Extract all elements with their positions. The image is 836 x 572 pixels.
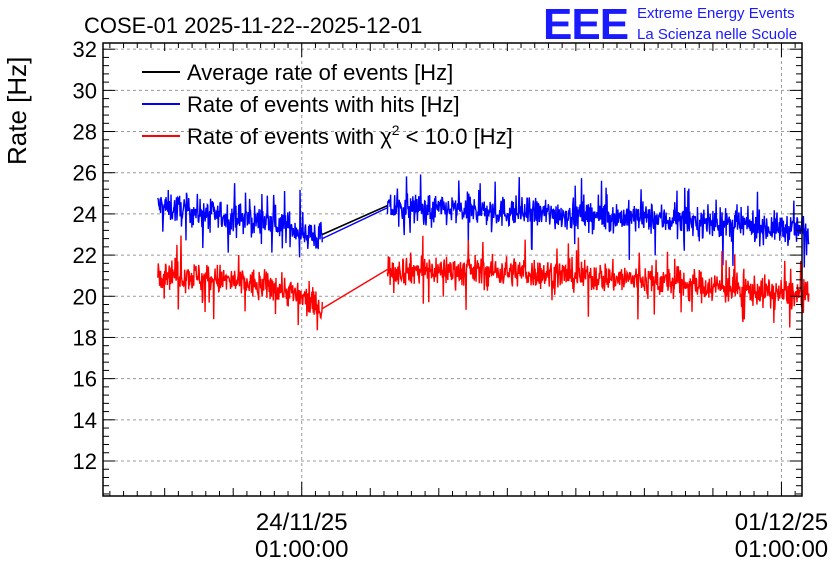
eee-logo-line1: Extreme Energy Events — [637, 5, 795, 22]
series-0 — [321, 204, 388, 236]
series-line-segment — [157, 235, 323, 331]
legend-label: Rate of events with χ2 < 10.0 [Hz] — [187, 122, 513, 149]
series-line-segment — [386, 174, 810, 268]
x-tick-time-label: 01:00:00 — [255, 536, 348, 563]
y-tick-label: 18 — [73, 325, 97, 350]
x-tick-time-label: 01:00:00 — [735, 536, 828, 563]
legend-label: Rate of events with hits [Hz] — [187, 92, 460, 117]
y-tick-label: 24 — [73, 202, 97, 227]
eee-logo-line2: La Scienza nelle Scuole — [637, 26, 797, 43]
series-1 — [157, 174, 810, 268]
y-tick-label: 22 — [73, 243, 97, 268]
gap-connector — [321, 207, 388, 240]
series-line-segment — [386, 235, 810, 328]
y-tick-label: 32 — [73, 37, 97, 62]
series-2 — [157, 235, 810, 331]
y-tick-label: 16 — [73, 367, 97, 392]
x-tick-date-label: 24/11/25 — [256, 509, 348, 536]
y-tick-label: 20 — [73, 284, 97, 309]
y-tick-label: 26 — [73, 161, 97, 186]
y-tick-label: 28 — [73, 120, 97, 145]
x-tick-date-label: 01/12/25 — [735, 509, 828, 536]
legend-label: Average rate of events [Hz] — [187, 60, 453, 85]
eee-logo: EEE Extreme Energy Events La Scienza nel… — [543, 0, 797, 49]
axes: 121416182022242628303224/11/2501:00:0001… — [73, 37, 829, 563]
legend: Average rate of events [Hz] Rate of event… — [142, 60, 513, 149]
chart-title: COSE-01 2025-11-22--2025-12-01 — [84, 13, 422, 38]
y-tick-label: 14 — [73, 408, 97, 433]
gap-connector — [321, 268, 388, 310]
series-line-segment — [157, 183, 323, 258]
data-series — [157, 174, 810, 331]
gap-connector — [321, 204, 388, 236]
y-axis-label: Rate [Hz] — [2, 57, 32, 165]
eee-logo-mark: EEE — [543, 0, 628, 49]
y-tick-label: 30 — [73, 78, 97, 103]
y-tick-label: 12 — [73, 449, 97, 474]
